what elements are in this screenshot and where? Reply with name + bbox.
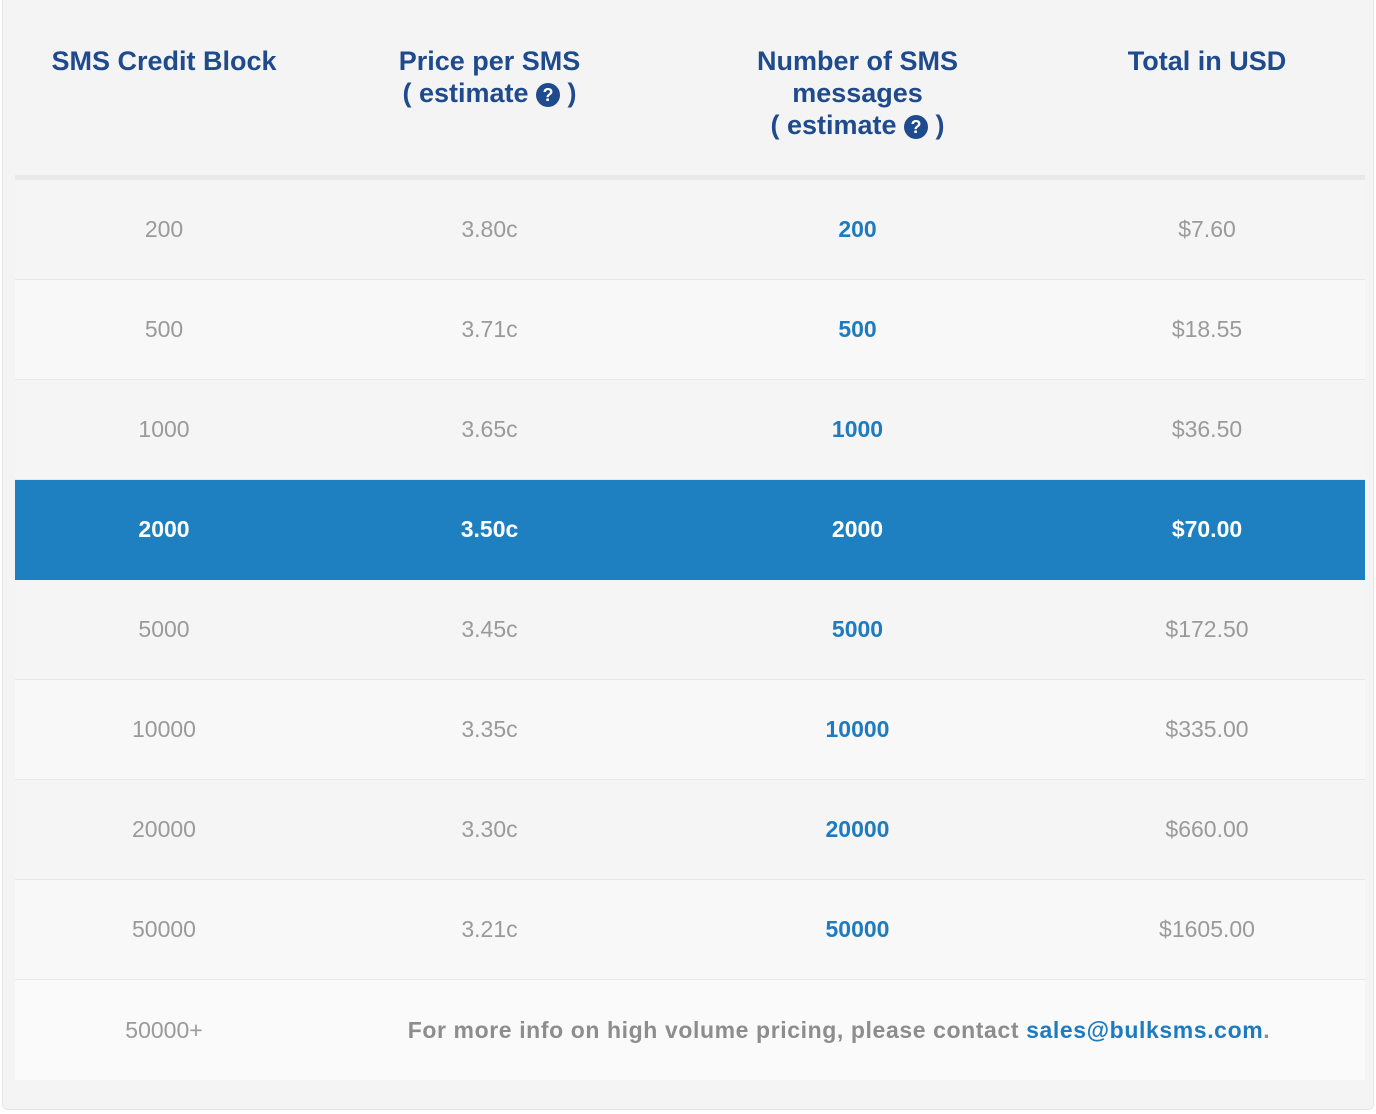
cell-price: 3.35c — [461, 716, 518, 742]
table-row-selected[interactable]: 2000 3.50c 2000 $70.00 — [15, 480, 1365, 580]
sales-email-link[interactable]: sales@bulksms.com — [1026, 1016, 1264, 1043]
cell-total: $335.00 — [1165, 716, 1249, 742]
cell-credit-block: 50000+ — [125, 1016, 203, 1043]
header-credit-block: SMS Credit Block — [51, 46, 277, 76]
cell-sms-count: 200 — [838, 216, 877, 242]
cell-total: $7.60 — [1178, 216, 1236, 242]
high-volume-row: 50000+ For more info on high volume pric… — [15, 980, 1365, 1080]
header-total-usd: Total in USD — [1127, 46, 1287, 76]
table-row[interactable]: 1000 3.65c 1000 $36.50 — [15, 380, 1365, 480]
high-volume-note: For more info on high volume pricing, pl… — [407, 1016, 1271, 1043]
cell-price: 3.50c — [460, 516, 519, 542]
table-row[interactable]: 5000 3.45c 5000 $172.50 — [15, 580, 1365, 680]
cell-total: $18.55 — [1171, 316, 1243, 342]
table-row[interactable]: 200 3.80c 200 $7.60 — [15, 180, 1365, 280]
cell-price: 3.80c — [461, 216, 518, 242]
cell-credit-block: 500 — [144, 316, 184, 342]
pricing-table: SMS Credit Block Price per SMS ( estimat… — [15, 0, 1365, 1080]
table-row[interactable]: 20000 3.30c 20000 $660.00 — [15, 780, 1365, 880]
cell-credit-block: 5000 — [138, 616, 190, 642]
cell-sms-count: 1000 — [831, 416, 884, 442]
cell-total: $172.50 — [1165, 616, 1249, 642]
cell-credit-block: 200 — [144, 216, 184, 242]
cell-price: 3.45c — [461, 616, 518, 642]
cell-credit-block: 2000 — [138, 516, 190, 542]
cell-total: $660.00 — [1165, 816, 1249, 842]
help-icon[interactable]: ? — [536, 83, 561, 107]
help-icon[interactable]: ? — [904, 115, 929, 139]
cell-credit-block: 10000 — [132, 716, 196, 742]
table-row[interactable]: 50000 3.21c 50000 $1605.00 — [15, 880, 1365, 980]
cell-price: 3.71c — [461, 316, 518, 342]
cell-price: 3.21c — [461, 916, 518, 942]
cell-sms-count: 20000 — [825, 816, 890, 842]
cell-total: $1605.00 — [1159, 916, 1255, 942]
table-body: 200 3.80c 200 $7.60 500 3.71c 500 $18.55… — [15, 180, 1365, 980]
header-price-per-sms: Price per SMS ( estimate ? ) — [398, 46, 581, 108]
cell-sms-count: 10000 — [825, 716, 890, 742]
header-number-of-sms: Number of SMS messages ( estimate ? ) — [756, 46, 958, 140]
table-row[interactable]: 500 3.71c 500 $18.55 — [15, 280, 1365, 380]
table-header: SMS Credit Block Price per SMS ( estimat… — [15, 0, 1365, 180]
cell-sms-count: 5000 — [831, 616, 884, 642]
cell-sms-count: 50000 — [825, 916, 890, 942]
cell-total: $70.00 — [1171, 516, 1243, 542]
cell-credit-block: 1000 — [138, 416, 190, 442]
cell-sms-count: 2000 — [831, 516, 884, 542]
cell-price: 3.30c — [461, 816, 518, 842]
cell-sms-count: 500 — [838, 316, 877, 342]
cell-credit-block: 50000 — [132, 916, 196, 942]
cell-total: $36.50 — [1171, 416, 1243, 442]
cell-credit-block: 20000 — [132, 816, 196, 842]
cell-price: 3.65c — [461, 416, 518, 442]
table-row[interactable]: 10000 3.35c 10000 $335.00 — [15, 680, 1365, 780]
